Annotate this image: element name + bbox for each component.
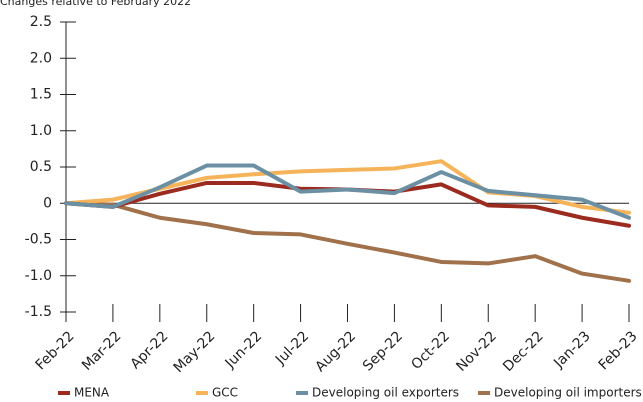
x-tick-label: Sep-22 <box>360 328 406 374</box>
series-line <box>64 163 631 220</box>
x-tick-label: May-22 <box>171 328 219 376</box>
series-line <box>64 201 631 283</box>
legend-label: Developing oil importers <box>494 386 642 400</box>
x-tick-label: Dec-22 <box>500 328 547 375</box>
y-tick-label: -0.5 <box>25 232 52 248</box>
x-tick-label: Aug-22 <box>312 328 359 375</box>
y-tick-label: 2.5 <box>30 14 52 30</box>
x-tick-label: Mar-22 <box>79 328 125 374</box>
y-tick-label: 0.5 <box>30 159 52 175</box>
x-tick-label: Jun-22 <box>222 328 266 372</box>
x-tick-label: Feb-23 <box>596 328 641 373</box>
x-tick-label: Jan-23 <box>550 328 593 371</box>
legend-label: GCC <box>212 386 238 400</box>
x-tick-label: Nov-22 <box>453 328 500 375</box>
x-tick-label: Oct-22 <box>408 328 453 373</box>
y-tick-label: -1.0 <box>25 268 52 284</box>
y-tick-label: -1.5 <box>25 304 52 320</box>
legend-label: MENA <box>74 386 110 400</box>
series-line <box>64 159 631 215</box>
x-tick-label: Feb-22 <box>33 328 78 373</box>
legend-label: Developing oil exporters <box>312 386 459 400</box>
x-tick-label: Apr-22 <box>128 328 172 372</box>
y-tick-label: 1.5 <box>30 87 52 103</box>
y-tick-label: 2.0 <box>30 50 52 66</box>
y-tick-label: 1.0 <box>30 123 52 139</box>
x-tick-label: Jul-22 <box>272 328 312 368</box>
y-tick-label: 0 <box>43 195 52 211</box>
chart-subtitle: Changes relative to February 2022 <box>0 0 191 8</box>
